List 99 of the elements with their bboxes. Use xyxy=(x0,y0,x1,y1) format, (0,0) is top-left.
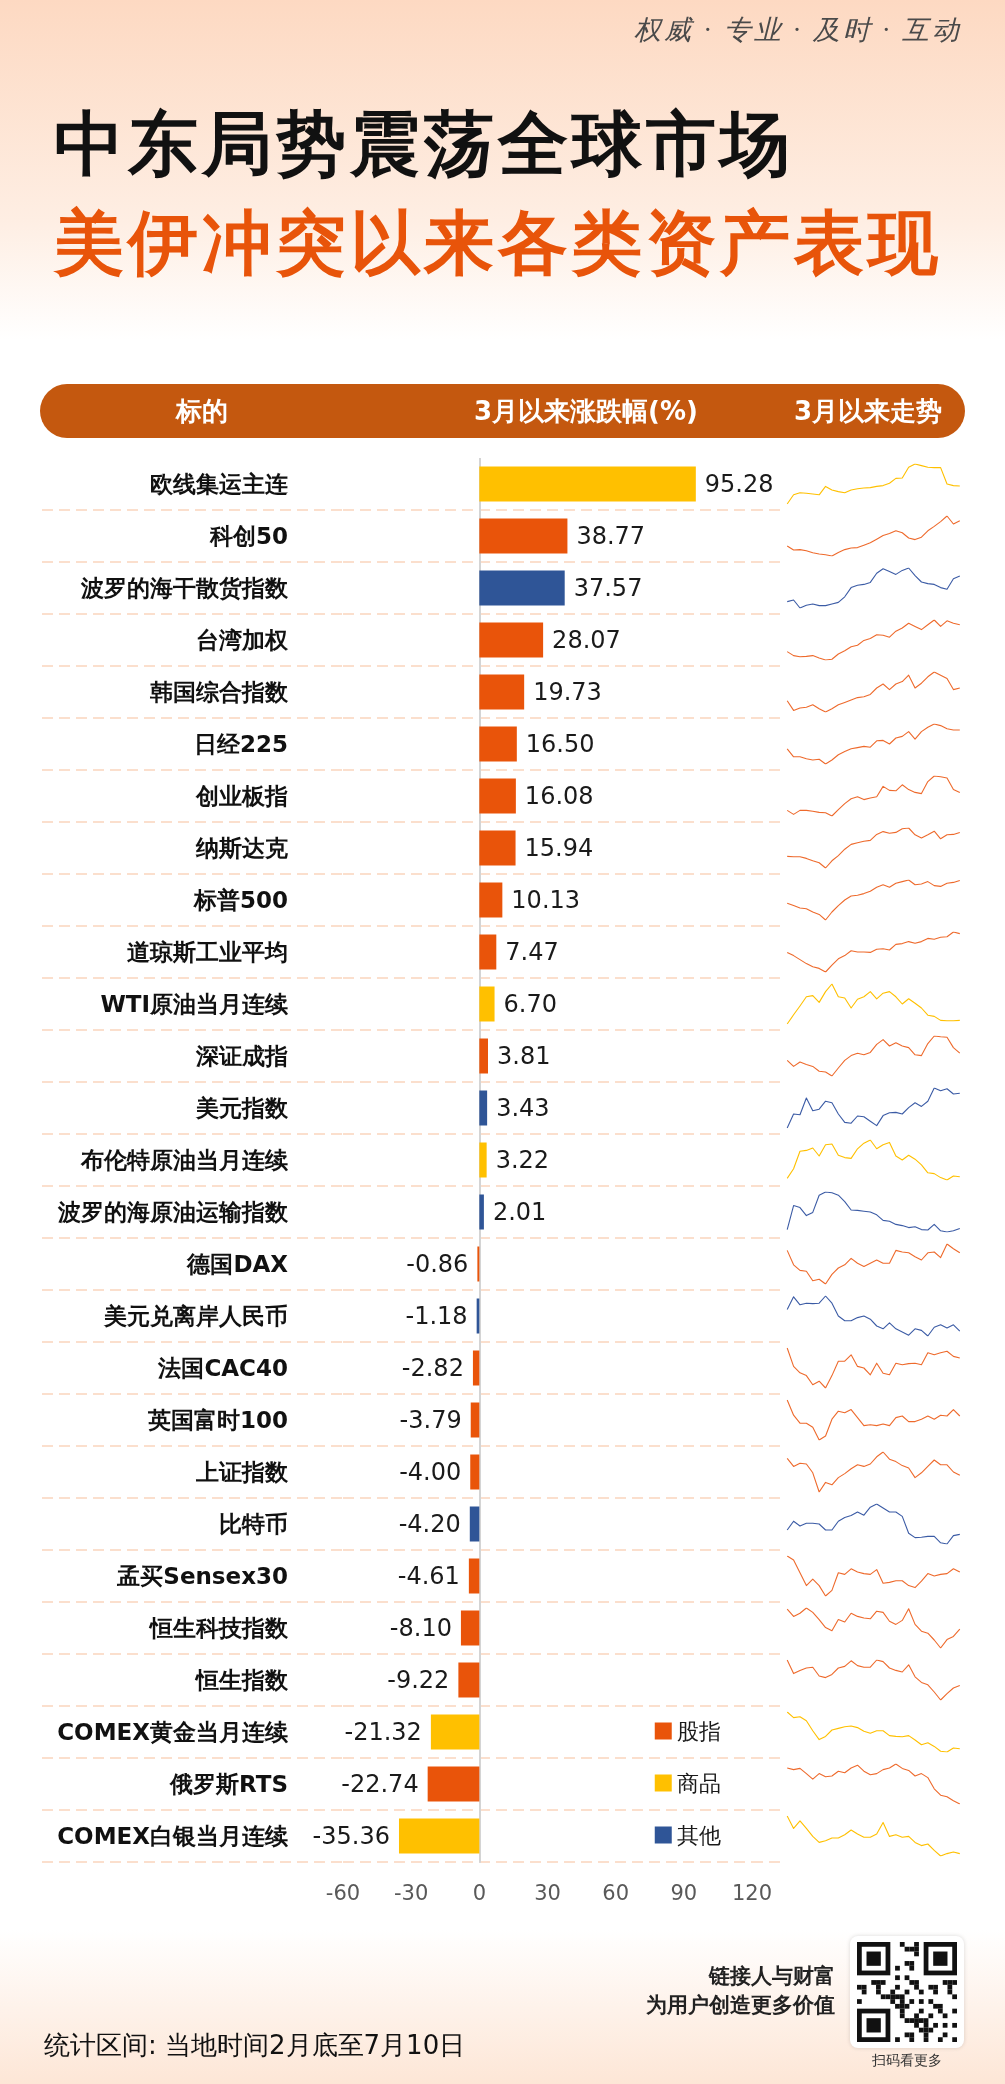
y-tick-label: 科创50 xyxy=(208,523,288,549)
data-label: 7.47 xyxy=(505,938,559,966)
y-tick-label: 波罗的海干散货指数 xyxy=(80,575,289,601)
text: 统计区间: 当地时间2月底至7月10日 xyxy=(44,2029,467,2062)
bar xyxy=(479,466,696,502)
data-label: -4.20 xyxy=(398,1510,461,1538)
bar xyxy=(479,934,497,970)
data-label: -21.32 xyxy=(344,1718,422,1746)
text: 链接人与财富 xyxy=(707,1963,835,1990)
y-axis-title: 标的 xyxy=(174,395,229,428)
data-label: 3.43 xyxy=(496,1094,550,1122)
text: 权威 · 专业 · 及时 · 互动 xyxy=(633,14,962,47)
bar xyxy=(479,1090,488,1126)
data-label: -1.18 xyxy=(405,1302,468,1330)
bar xyxy=(460,1610,480,1646)
y-tick-label: 上证指数 xyxy=(195,1459,289,1485)
data-label: 2.01 xyxy=(492,1198,547,1226)
text: 为用户创造更多价值 xyxy=(645,1992,835,2019)
bar xyxy=(472,1350,480,1386)
y-tick-label: 孟买Sensex30 xyxy=(116,1563,288,1589)
y-tick-label: 深证成指 xyxy=(195,1043,288,1069)
y-tick-label: COMEX黄金当月连续 xyxy=(57,1719,289,1745)
data-label: 16.08 xyxy=(524,782,594,810)
chart-subtitle: 美伊冲突以来各类资产表现 xyxy=(54,201,942,286)
data-label: -4.61 xyxy=(397,1562,460,1590)
y-tick-label: WTI原油当月连续 xyxy=(100,991,289,1017)
data-label: 38.77 xyxy=(576,522,646,550)
data-label: -2.82 xyxy=(401,1354,464,1382)
bar xyxy=(398,1818,480,1854)
data-label: 15.94 xyxy=(524,834,594,862)
data-label: -3.79 xyxy=(399,1406,462,1434)
y-tick-label: 纳斯达克 xyxy=(195,835,288,861)
data-label: 19.73 xyxy=(533,678,602,706)
bar xyxy=(458,1662,480,1698)
x-axis-title: 3月以来涨跌幅(%) xyxy=(473,395,699,428)
data-label: 6.70 xyxy=(503,990,557,1018)
bar xyxy=(479,622,544,658)
bar xyxy=(470,1402,480,1438)
data-label: 3.22 xyxy=(495,1146,550,1174)
data-label: -4.00 xyxy=(399,1458,462,1486)
data-label: 37.57 xyxy=(573,574,643,602)
x-tick-label: -60 xyxy=(325,1880,361,1905)
x-tick-label: -30 xyxy=(394,1880,429,1905)
y-tick-label: 欧线集运主连 xyxy=(150,471,288,497)
y-tick-label: 比特币 xyxy=(219,1511,288,1537)
data-label: -8.10 xyxy=(389,1614,452,1642)
x-tick-label: 60 xyxy=(602,1880,630,1905)
bar xyxy=(479,1038,488,1074)
y-tick-label: 英国富时100 xyxy=(146,1407,288,1433)
x-tick-label: 30 xyxy=(534,1880,561,1905)
data-label: 95.28 xyxy=(704,470,774,498)
legend-label: 商品 xyxy=(676,1770,721,1796)
bar xyxy=(479,1142,487,1178)
y-tick-label: 恒生科技指数 xyxy=(148,1615,289,1641)
y-tick-label: 韩国综合指数 xyxy=(149,679,289,705)
y-tick-label: 恒生指数 xyxy=(194,1667,289,1693)
y-tick-label: 道琼斯工业平均 xyxy=(127,939,288,965)
y-tick-label: 创业板指 xyxy=(195,783,288,809)
bar xyxy=(469,1506,480,1542)
data-label: -35.36 xyxy=(312,1822,390,1850)
chart-title: 中东局势震荡全球市场 xyxy=(54,102,794,187)
bar xyxy=(427,1766,480,1802)
y-tick-label: 波罗的海原油运输指数 xyxy=(57,1199,289,1225)
x-tick-label: 90 xyxy=(670,1880,698,1905)
bar xyxy=(479,882,503,918)
bar xyxy=(479,830,516,866)
x-tick-label: 120 xyxy=(731,1880,773,1905)
data-label: 28.07 xyxy=(552,626,621,654)
bar xyxy=(470,1454,480,1490)
data-label: 16.50 xyxy=(525,730,595,758)
bar xyxy=(479,778,516,814)
bar xyxy=(479,570,565,606)
legend-label: 其他 xyxy=(676,1822,721,1848)
data-label: -22.74 xyxy=(341,1770,419,1798)
bar xyxy=(479,1194,484,1230)
chart-title: 3月以来走势 xyxy=(792,395,944,428)
y-tick-label: 法国CAC40 xyxy=(157,1355,288,1381)
y-tick-label: 台湾加权 xyxy=(196,627,289,653)
bar xyxy=(479,986,495,1022)
y-tick-label: 日经225 xyxy=(193,731,288,757)
x-tick-label: 0 xyxy=(472,1880,487,1905)
data-label: -0.86 xyxy=(406,1250,469,1278)
data-label: -9.22 xyxy=(387,1666,450,1694)
bar xyxy=(468,1558,480,1594)
legend-label: 股指 xyxy=(676,1718,721,1744)
bar xyxy=(479,726,517,762)
y-tick-label: COMEX白银当月连续 xyxy=(57,1823,289,1849)
data-label: 10.13 xyxy=(511,886,581,914)
y-tick-label: 布伦特原油当月连续 xyxy=(80,1147,289,1173)
bar xyxy=(479,518,568,554)
y-tick-label: 美元兑离岸人民币 xyxy=(103,1303,288,1329)
bar xyxy=(430,1714,480,1750)
text: 扫码看更多 xyxy=(871,2051,943,2069)
y-tick-label: 俄罗斯RTS xyxy=(169,1771,288,1797)
bar xyxy=(479,674,525,710)
y-tick-label: 美元指数 xyxy=(195,1095,289,1121)
y-tick-label: 德国DAX xyxy=(186,1251,289,1277)
data-label: 3.81 xyxy=(496,1042,551,1070)
y-tick-label: 标普500 xyxy=(192,887,288,913)
